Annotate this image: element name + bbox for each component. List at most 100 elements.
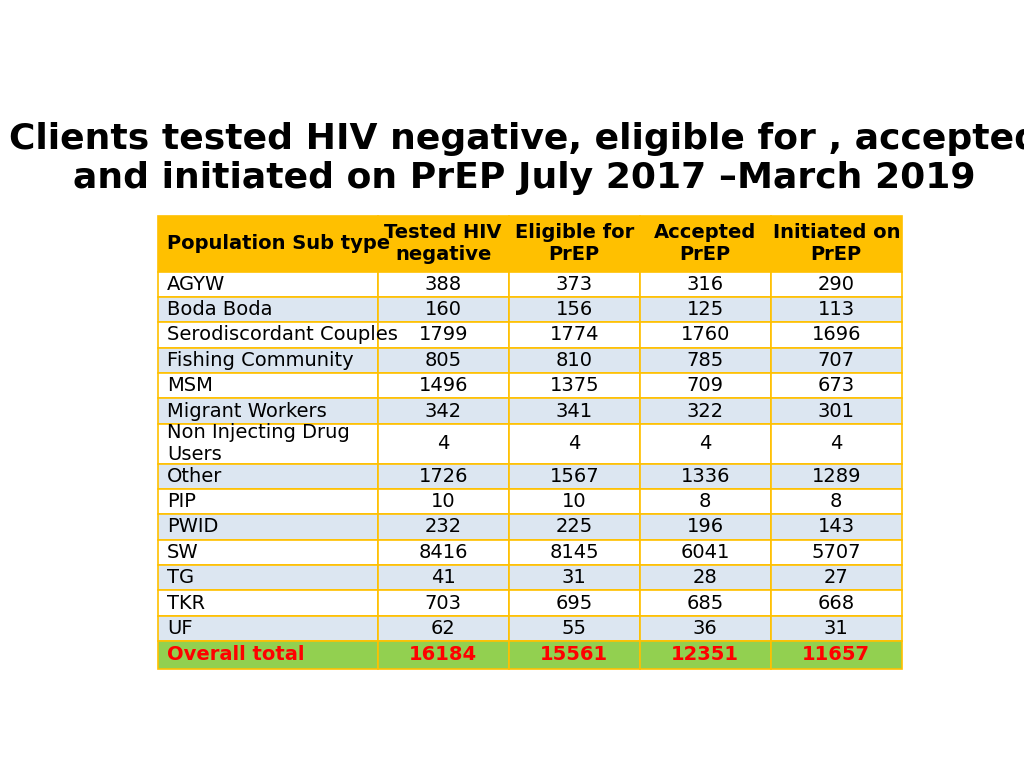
Text: 31: 31 — [562, 568, 587, 588]
Bar — [378, 515, 509, 540]
Bar — [509, 464, 640, 489]
Bar — [509, 641, 640, 669]
Text: 55: 55 — [562, 619, 587, 638]
Bar — [378, 297, 509, 323]
Text: 4: 4 — [437, 434, 450, 453]
Text: 1567: 1567 — [550, 467, 599, 485]
Bar — [509, 565, 640, 591]
Bar — [771, 565, 902, 591]
Text: Serodiscordant Couples: Serodiscordant Couples — [167, 326, 397, 345]
Bar — [378, 641, 509, 669]
Text: 8416: 8416 — [419, 543, 468, 562]
Bar — [771, 540, 902, 565]
Bar — [158, 540, 378, 565]
Text: 12351: 12351 — [672, 645, 739, 664]
Bar — [640, 616, 771, 641]
Text: AGYW: AGYW — [167, 275, 225, 293]
Bar — [378, 591, 509, 616]
Text: 1696: 1696 — [811, 326, 861, 345]
Text: 1336: 1336 — [681, 467, 730, 485]
Text: TKR: TKR — [167, 594, 205, 613]
Bar — [158, 348, 378, 373]
Bar — [771, 641, 902, 669]
Bar — [509, 489, 640, 515]
Text: 785: 785 — [687, 351, 724, 370]
Bar — [640, 540, 771, 565]
Bar — [640, 424, 771, 464]
Bar — [771, 424, 902, 464]
Text: 1289: 1289 — [811, 467, 861, 485]
Text: and initiated on PrEP July 2017 –March 2019: and initiated on PrEP July 2017 –March 2… — [74, 161, 976, 195]
Text: 388: 388 — [425, 275, 462, 293]
Text: 113: 113 — [818, 300, 855, 319]
Bar — [640, 348, 771, 373]
Bar — [771, 323, 902, 348]
Bar — [771, 373, 902, 399]
Text: Boda Boda: Boda Boda — [167, 300, 272, 319]
Bar — [509, 272, 640, 297]
Text: 27: 27 — [824, 568, 849, 588]
Bar — [509, 399, 640, 424]
Bar — [158, 373, 378, 399]
Bar — [158, 591, 378, 616]
Bar — [771, 399, 902, 424]
Text: 707: 707 — [818, 351, 855, 370]
Bar — [640, 373, 771, 399]
Text: Fishing Community: Fishing Community — [167, 351, 353, 370]
Text: 805: 805 — [425, 351, 462, 370]
Text: 668: 668 — [818, 594, 855, 613]
Bar — [640, 591, 771, 616]
Text: 4: 4 — [568, 434, 581, 453]
Bar — [378, 540, 509, 565]
Bar — [771, 591, 902, 616]
Bar — [640, 464, 771, 489]
Text: 196: 196 — [687, 518, 724, 537]
Bar — [378, 272, 509, 297]
Text: 810: 810 — [556, 351, 593, 370]
Text: Other: Other — [167, 467, 222, 485]
Text: 4: 4 — [699, 434, 712, 453]
Text: 10: 10 — [431, 492, 456, 511]
Text: 225: 225 — [556, 518, 593, 537]
Text: 1726: 1726 — [419, 467, 468, 485]
Text: Overall total: Overall total — [167, 645, 304, 664]
Bar — [378, 217, 509, 272]
Text: 160: 160 — [425, 300, 462, 319]
Text: Migrant Workers: Migrant Workers — [167, 402, 327, 421]
Text: 62: 62 — [431, 619, 456, 638]
Text: 143: 143 — [818, 518, 855, 537]
Bar — [771, 515, 902, 540]
Text: Tested HIV
negative: Tested HIV negative — [384, 223, 502, 264]
Bar — [771, 217, 902, 272]
Bar — [158, 272, 378, 297]
Bar — [378, 464, 509, 489]
Text: Non Injecting Drug
Users: Non Injecting Drug Users — [167, 423, 349, 464]
Text: 156: 156 — [556, 300, 593, 319]
Bar — [378, 565, 509, 591]
Bar — [158, 515, 378, 540]
Bar — [158, 464, 378, 489]
Text: 8: 8 — [699, 492, 712, 511]
Bar — [509, 616, 640, 641]
Text: 36: 36 — [693, 619, 718, 638]
Bar — [378, 424, 509, 464]
Bar — [158, 399, 378, 424]
Text: Accepted
PrEP: Accepted PrEP — [654, 223, 757, 264]
Text: 41: 41 — [431, 568, 456, 588]
Text: 1799: 1799 — [419, 326, 468, 345]
Bar — [509, 348, 640, 373]
Bar — [378, 373, 509, 399]
Bar — [771, 297, 902, 323]
Bar — [640, 399, 771, 424]
Bar — [158, 424, 378, 464]
Text: 31: 31 — [824, 619, 849, 638]
Bar — [158, 217, 378, 272]
Text: SW: SW — [167, 543, 199, 562]
Text: 342: 342 — [425, 402, 462, 421]
Bar — [771, 348, 902, 373]
Text: 28: 28 — [693, 568, 718, 588]
Bar — [158, 323, 378, 348]
Text: MSM: MSM — [167, 376, 213, 396]
Bar — [509, 217, 640, 272]
Text: 10: 10 — [562, 492, 587, 511]
